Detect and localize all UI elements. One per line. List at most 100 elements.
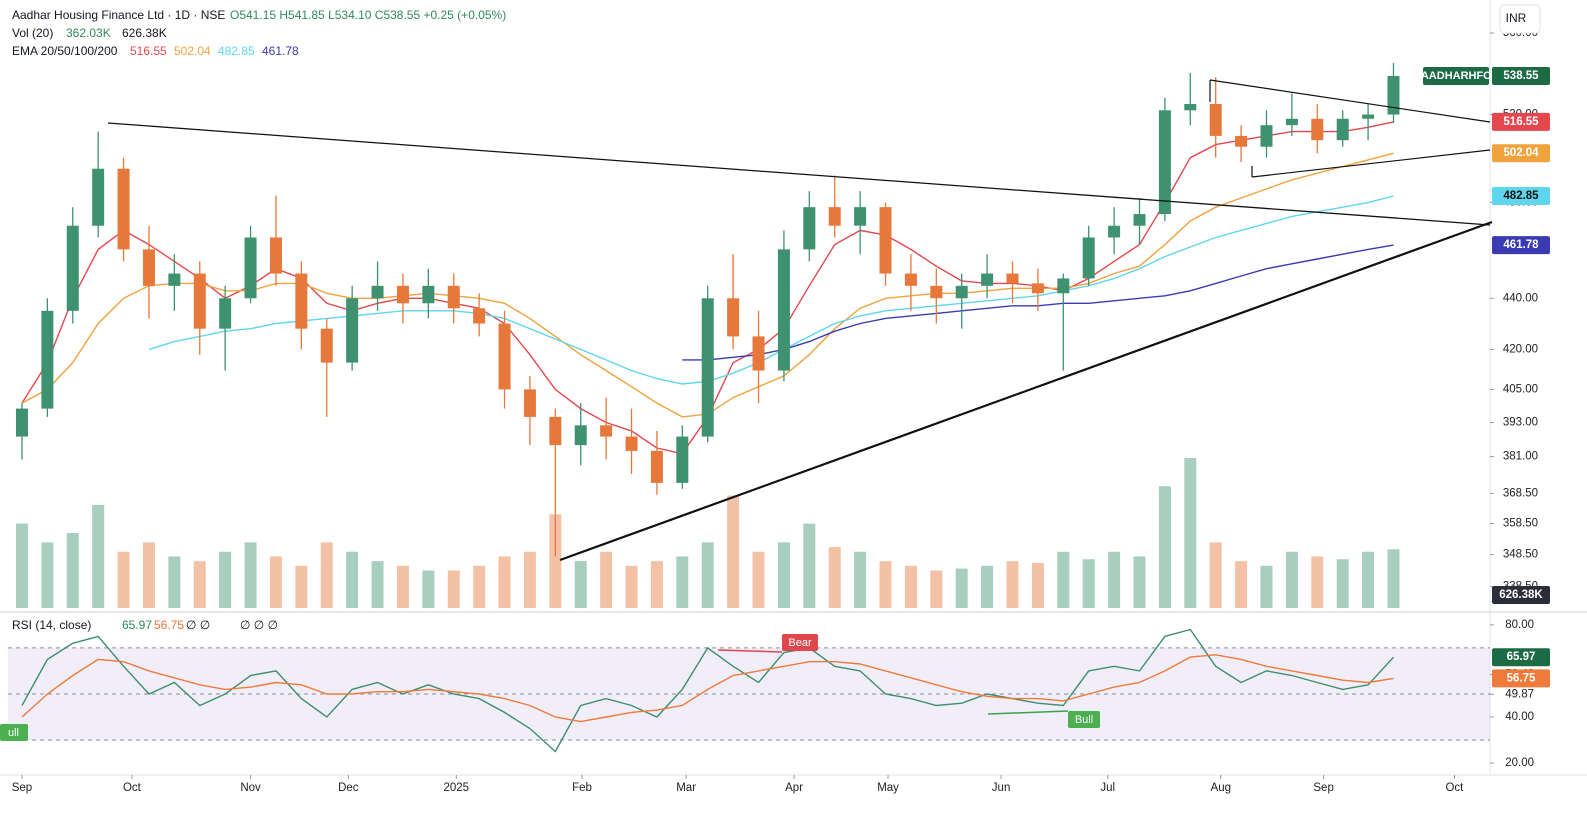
volume-bar (92, 504, 105, 608)
price-badge (1492, 586, 1550, 604)
candle-body (803, 207, 816, 250)
volume-bar (574, 561, 587, 608)
volume-bar (1133, 556, 1146, 608)
trendline (107, 122, 1491, 226)
volume-bar (650, 561, 663, 608)
candle-body (422, 285, 435, 304)
rsi-tick-label: 40.00 (1505, 711, 1534, 723)
rsi-line (21, 628, 1395, 753)
candle-body (473, 308, 486, 324)
volume-bar (346, 551, 359, 608)
rsi-tick-label: 80.00 (1505, 619, 1534, 631)
volume-bar (549, 514, 562, 608)
ema-value: 502.04 (174, 44, 211, 58)
candle-body (447, 285, 460, 309)
symbol-badge (1423, 66, 1489, 85)
volume-bar (1260, 565, 1273, 608)
price-badge (1492, 236, 1550, 255)
y-tick-label: 381.00 (1503, 451, 1538, 463)
candle-body (701, 298, 714, 437)
symbol-label: AADHARHFC (1421, 70, 1491, 82)
volume-value: 626.38K (122, 26, 167, 40)
candle-body (523, 389, 536, 417)
volume-bar (1285, 551, 1298, 608)
candle-body (854, 207, 867, 226)
x-tick-label: Sep (12, 782, 32, 794)
candle-body (1387, 75, 1400, 115)
candle-body (904, 273, 917, 286)
annotation-box (782, 634, 818, 651)
currency[interactable]: INR (1506, 11, 1527, 25)
candle-body (574, 425, 587, 446)
price-badge-label: 502.04 (1503, 147, 1539, 159)
candle-body (625, 436, 638, 451)
candle-body (92, 168, 105, 226)
candle-body (498, 323, 511, 390)
volume-bar (244, 542, 257, 608)
candle-body (727, 298, 740, 337)
rsi-empty: ∅ ∅ (186, 618, 210, 632)
candle-body (676, 436, 689, 483)
rsi-label: RSI (14, close) (12, 618, 91, 632)
candle-body (295, 273, 308, 329)
candle-body (1031, 283, 1044, 294)
price-badge (1492, 144, 1550, 163)
trendline (1251, 149, 1491, 178)
x-tick-label: Apr (785, 782, 803, 794)
price-badge-label: 626.38K (1499, 589, 1543, 601)
price-badge-label: 56.75 (1507, 672, 1536, 684)
rsi-tick-label: 20.00 (1505, 757, 1534, 769)
candle-body (1082, 237, 1095, 279)
volume-bar (600, 551, 613, 608)
divergence-line (717, 649, 783, 653)
volume-bar (447, 570, 460, 608)
volume-bar (1108, 551, 1121, 608)
volume-bar (142, 542, 155, 608)
rsi-value: 65.97 (122, 618, 152, 632)
candle-body (193, 273, 206, 329)
volume-bar (396, 565, 409, 608)
candle-body (41, 310, 54, 409)
candle-body (142, 249, 155, 286)
candle-body (1057, 278, 1070, 294)
volume-bar (676, 556, 689, 608)
volume-bar (269, 556, 282, 608)
price-badge (1492, 187, 1550, 206)
volume-layer (15, 458, 1400, 608)
y-tick-label: 405.00 (1503, 383, 1538, 395)
ema-value: 461.78 (262, 44, 299, 58)
x-tick-label: Nov (240, 782, 261, 794)
annotation: Bull (1075, 714, 1093, 726)
volume-bar (1082, 559, 1095, 608)
candle-body (1184, 104, 1197, 111)
candle-body (955, 285, 968, 299)
volume-bar (1184, 458, 1197, 608)
candle-body (777, 249, 790, 371)
annotation: Bear (788, 637, 812, 649)
trendline (1209, 79, 1491, 123)
volume-bar (981, 565, 994, 608)
y-tick-label: 420.00 (1503, 343, 1538, 355)
volume-bar (803, 523, 816, 608)
price-badge (1492, 648, 1550, 667)
volume-bar (295, 565, 308, 608)
volume-bar (498, 556, 511, 608)
candle-body (1006, 273, 1019, 284)
x-tick-label: Jul (1100, 782, 1115, 794)
volume-bar (523, 551, 536, 608)
x-tick-label: Feb (572, 782, 592, 794)
candle-body (1311, 118, 1324, 141)
rsi-tick-label: 49.87 (1505, 688, 1534, 700)
volume-bar (1336, 559, 1349, 608)
volume-bar (219, 551, 232, 608)
candle-body (1133, 214, 1146, 226)
price-badge-label: 482.85 (1503, 190, 1539, 202)
x-tick-label: Dec (338, 782, 359, 794)
candle-body (15, 408, 28, 437)
price-badge-label: 65.97 (1507, 651, 1536, 663)
price-badge (1492, 66, 1550, 85)
currency-button[interactable] (1499, 4, 1541, 34)
x-tick-label: Oct (1445, 782, 1464, 794)
candle-body (1285, 118, 1298, 126)
candle-body (981, 273, 994, 286)
